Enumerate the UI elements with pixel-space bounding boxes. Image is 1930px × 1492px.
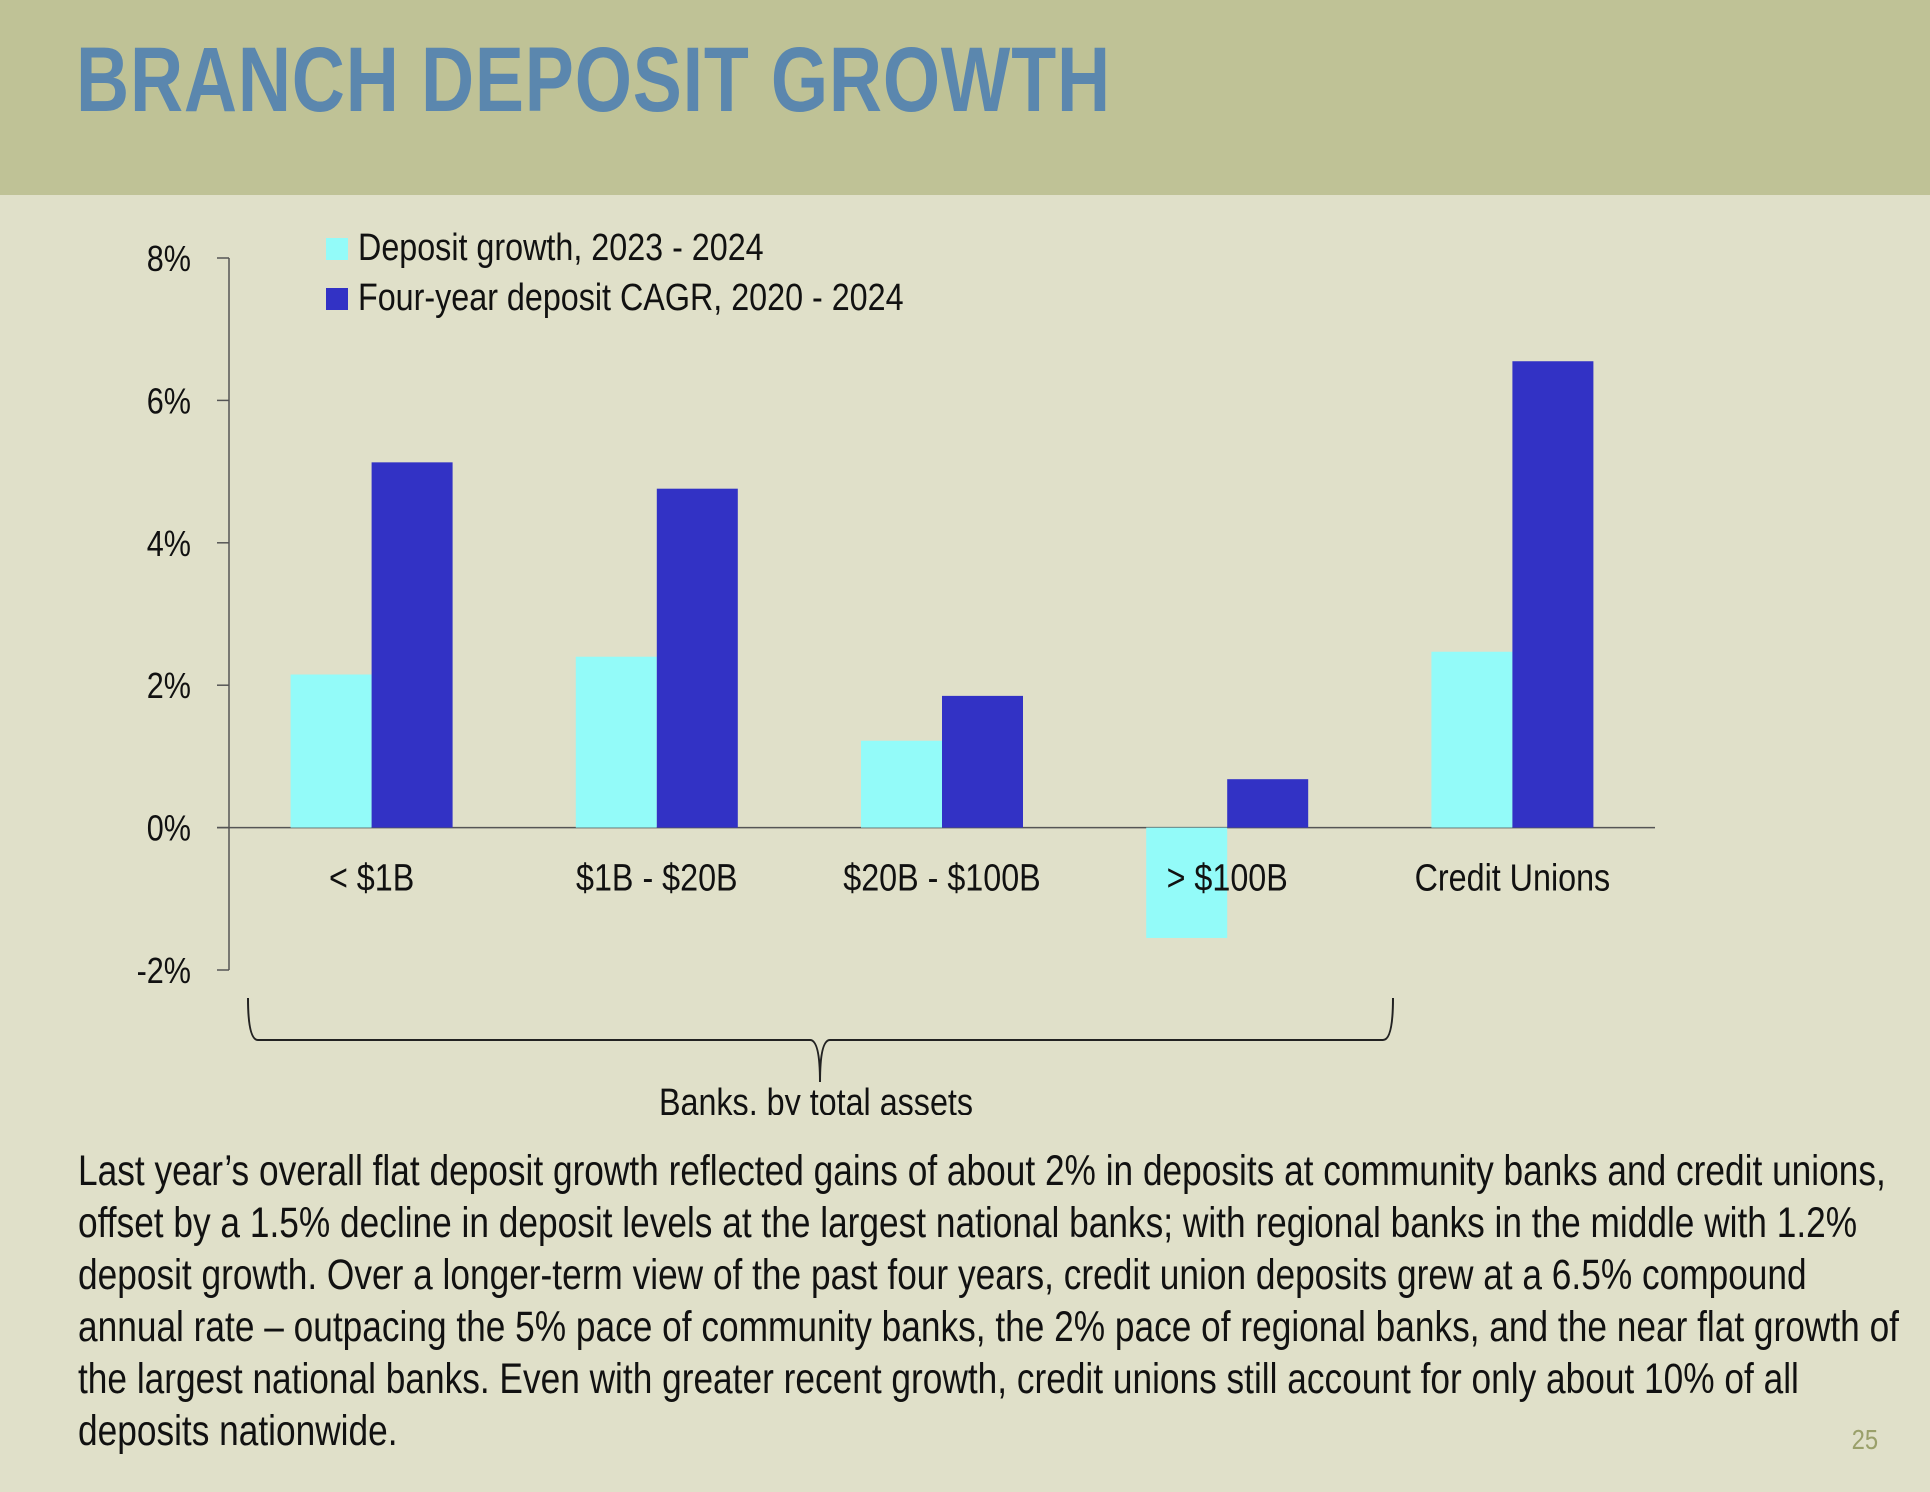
y-tick-label: 4% xyxy=(147,525,191,565)
x-category-label: < $1B xyxy=(329,857,414,899)
bar-chart: -2% 0% 2% 4% 6% 8% < $1B $1B - $20B $20B - $100B… xyxy=(137,227,1655,1115)
y-tick-label: 2% xyxy=(147,667,191,707)
bar-deposit-growth xyxy=(290,674,372,828)
bracket-label: Banks, by total assets xyxy=(659,1082,973,1115)
legend-swatch xyxy=(326,288,348,310)
x-category-label: $1B - $20B xyxy=(576,857,738,899)
bar-four-year-cagr xyxy=(1227,779,1309,828)
page-number: 25 xyxy=(1851,1424,1878,1455)
x-category-label: $20B - $100B xyxy=(843,857,1040,899)
bar-deposit-growth xyxy=(1146,827,1228,938)
legend-label: Deposit growth, 2023 - 2024 xyxy=(358,227,764,269)
bar-deposit-growth xyxy=(1431,651,1513,828)
bar-four-year-cagr xyxy=(371,462,453,828)
bar-deposit-growth xyxy=(575,656,657,828)
legend-swatch xyxy=(326,238,348,260)
body-paragraph: Last year’s overall flat deposit growth … xyxy=(78,1147,1899,1455)
header-band: BRANCH DEPOSIT GROWTH xyxy=(0,0,1930,195)
bracket xyxy=(247,997,1394,1083)
x-category-label: > $100B xyxy=(1167,857,1288,899)
y-tick-label: 8% xyxy=(147,240,191,280)
legend-label: Four-year deposit CAGR, 2020 - 2024 xyxy=(358,277,904,319)
x-category-label: Credit Unions xyxy=(1415,857,1611,899)
bar-four-year-cagr xyxy=(1512,361,1594,828)
bar-four-year-cagr xyxy=(656,488,738,828)
bar-deposit-growth xyxy=(861,740,942,828)
y-tick-label: 0% xyxy=(147,809,191,849)
bar-four-year-cagr xyxy=(942,695,1023,828)
y-tick-label: -2% xyxy=(137,952,191,992)
page-title: BRANCH DEPOSIT GROWTH xyxy=(76,29,1111,131)
y-tick-label: 6% xyxy=(147,382,191,422)
